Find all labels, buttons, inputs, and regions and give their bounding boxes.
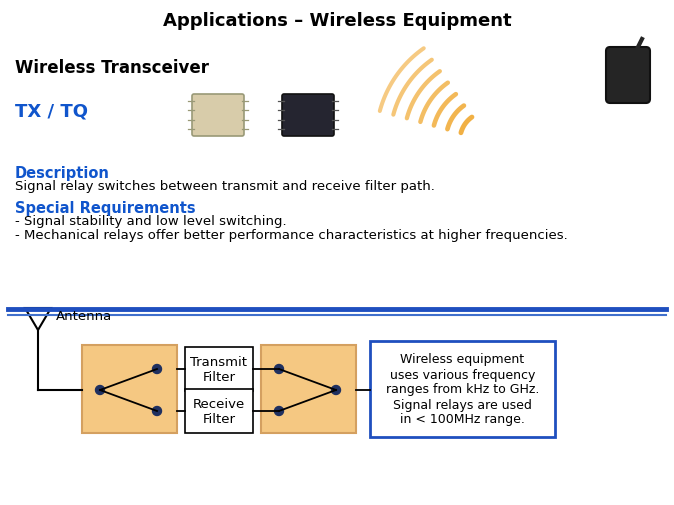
FancyBboxPatch shape bbox=[192, 95, 244, 137]
Text: Wireless equipment
uses various frequency
ranges from kHz to GHz.
Signal relays : Wireless equipment uses various frequenc… bbox=[386, 353, 539, 426]
Circle shape bbox=[332, 386, 340, 395]
Text: - Mechanical relays offer better performance characteristics at higher frequenci: - Mechanical relays offer better perform… bbox=[15, 229, 568, 241]
Circle shape bbox=[274, 365, 284, 374]
Text: TX / TQ: TX / TQ bbox=[15, 102, 88, 120]
FancyBboxPatch shape bbox=[606, 48, 650, 104]
Text: Signal relay switches between transmit and receive filter path.: Signal relay switches between transmit a… bbox=[15, 180, 435, 192]
FancyBboxPatch shape bbox=[185, 389, 253, 433]
Circle shape bbox=[152, 365, 162, 374]
Text: - Signal stability and low level switching.: - Signal stability and low level switchi… bbox=[15, 215, 286, 228]
FancyBboxPatch shape bbox=[185, 347, 253, 391]
Text: Receive
Filter: Receive Filter bbox=[193, 397, 245, 425]
FancyBboxPatch shape bbox=[82, 345, 177, 433]
Text: Special Requirements: Special Requirements bbox=[15, 200, 195, 216]
Text: Applications – Wireless Equipment: Applications – Wireless Equipment bbox=[162, 12, 512, 30]
Text: Description: Description bbox=[15, 166, 110, 181]
FancyBboxPatch shape bbox=[370, 341, 555, 437]
Text: Antenna: Antenna bbox=[56, 309, 113, 322]
Circle shape bbox=[152, 407, 162, 416]
Text: Transmit
Filter: Transmit Filter bbox=[191, 356, 247, 383]
Circle shape bbox=[96, 386, 104, 395]
Text: Wireless Transceiver: Wireless Transceiver bbox=[15, 59, 209, 77]
FancyBboxPatch shape bbox=[282, 95, 334, 137]
FancyBboxPatch shape bbox=[261, 345, 356, 433]
Circle shape bbox=[274, 407, 284, 416]
